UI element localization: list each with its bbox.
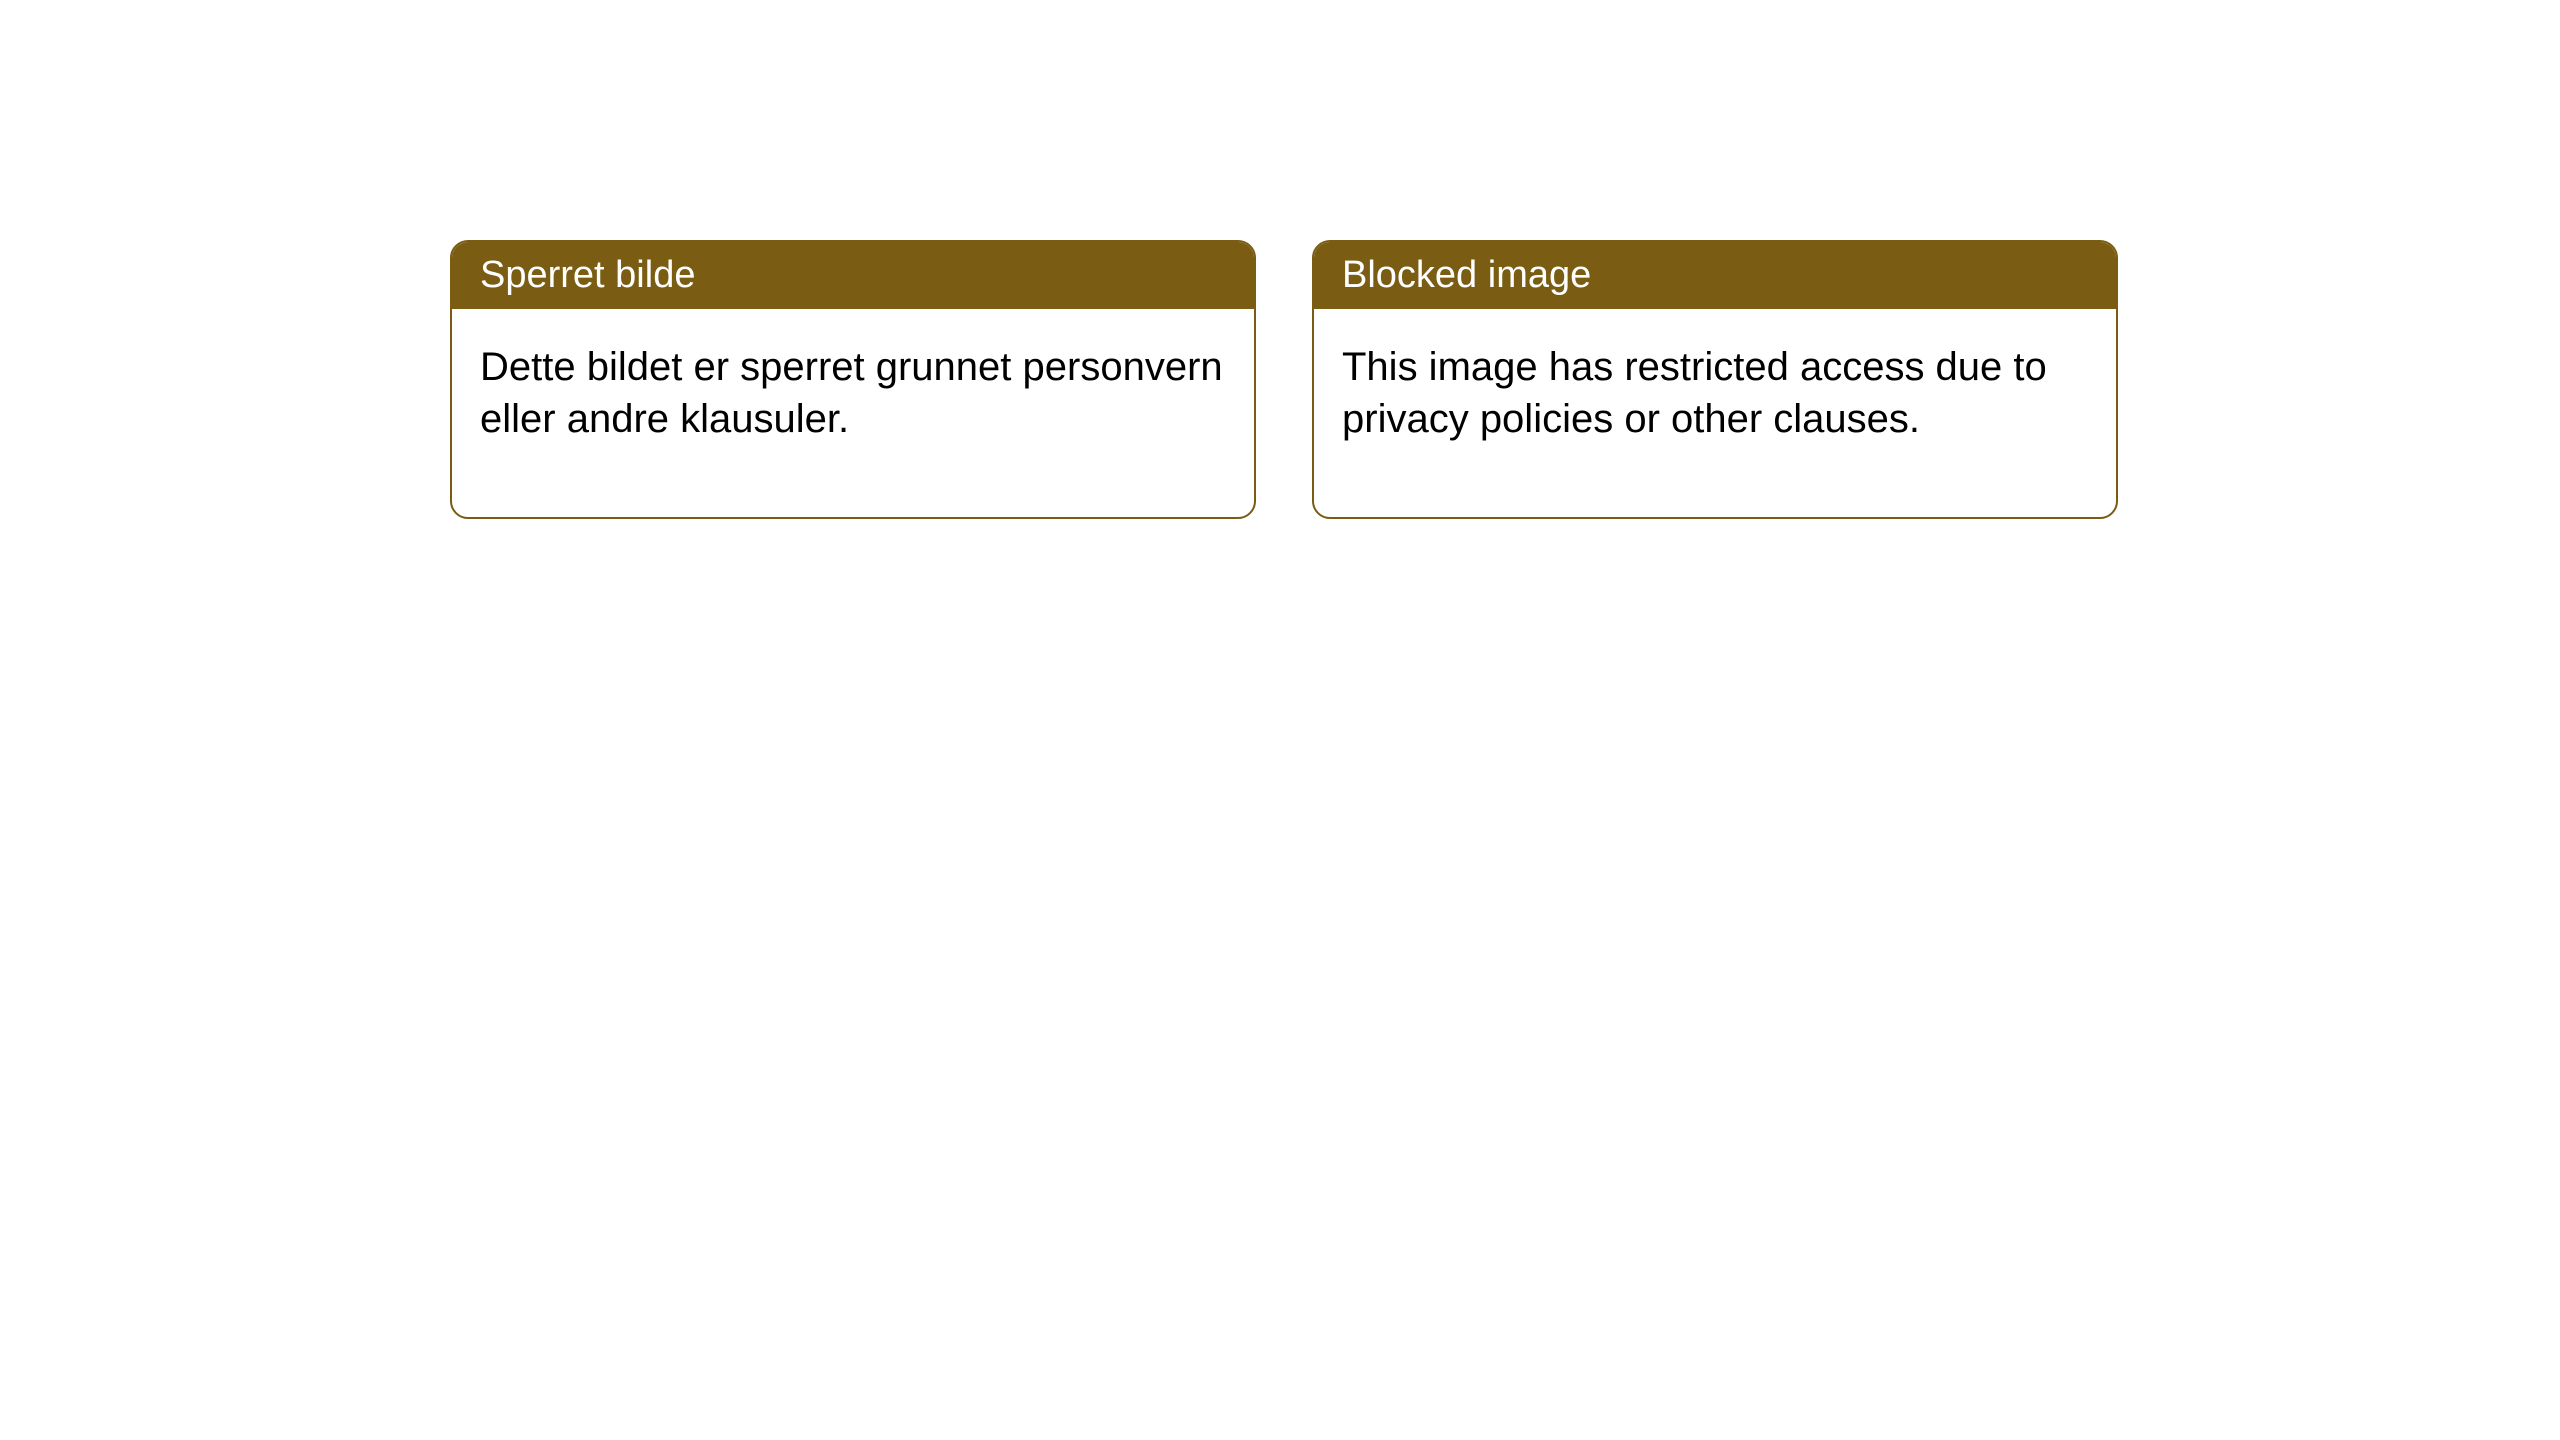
card-header: Sperret bilde (452, 242, 1254, 309)
card-header: Blocked image (1314, 242, 2116, 309)
notice-cards-container: Sperret bilde Dette bildet er sperret gr… (450, 240, 2118, 519)
card-body: Dette bildet er sperret grunnet personve… (452, 309, 1254, 517)
card-body: This image has restricted access due to … (1314, 309, 2116, 517)
blocked-image-card-norwegian: Sperret bilde Dette bildet er sperret gr… (450, 240, 1256, 519)
blocked-image-card-english: Blocked image This image has restricted … (1312, 240, 2118, 519)
